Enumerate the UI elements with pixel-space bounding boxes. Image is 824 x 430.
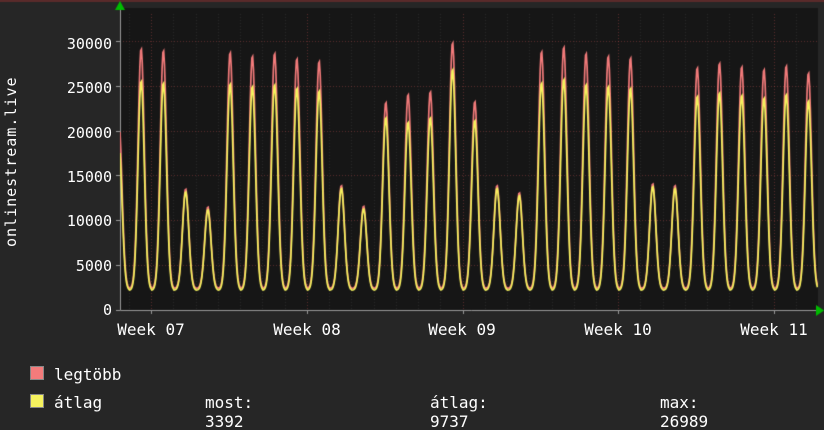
y-tick-label: 25000 — [66, 79, 112, 97]
stat-max: max: 26989 — [660, 393, 709, 430]
stat-atlag: átlag: 9737 — [430, 393, 488, 430]
y-tick-label: 30000 — [66, 35, 112, 53]
y-tick-label: 5000 — [75, 257, 112, 275]
legend-label-avg: átlag — [54, 393, 103, 412]
legend-label-max: legtöbb — [54, 365, 122, 384]
y-tick-label: 20000 — [66, 124, 112, 142]
y-tick-label: 15000 — [66, 168, 112, 186]
x-tick-label: Week 09 — [428, 320, 496, 339]
stat-most: most: 3392 — [205, 393, 254, 430]
legend-swatch-max — [30, 366, 44, 380]
y-axis-title: onlinestream.live — [2, 76, 20, 248]
x-tick-label: Week 08 — [273, 320, 341, 339]
y-tick-label: 0 — [102, 301, 112, 319]
legend-swatch-avg — [30, 394, 44, 408]
y-tick-label: 10000 — [66, 212, 112, 230]
x-tick-label: Week 10 — [584, 320, 652, 339]
x-tick-label: Week 11 — [740, 320, 808, 339]
x-tick-label: Week 07 — [117, 320, 185, 339]
